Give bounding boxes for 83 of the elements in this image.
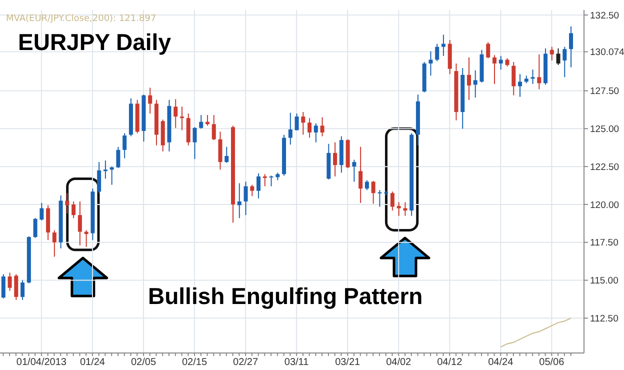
x-tick-label: 02/27 (233, 357, 258, 368)
y-tick-label: 127.50 (590, 86, 620, 98)
y-tick-label: 130.074 (590, 47, 624, 58)
x-tick-label: 02/05 (130, 357, 156, 368)
candlestick (550, 46, 554, 61)
candlestick (378, 190, 382, 208)
x-tick-label: 03/21 (335, 357, 361, 368)
candlestick (72, 200, 76, 219)
text: MVA(EUR/JPY.Close,200): 121.897 (6, 14, 156, 24)
candlestick (435, 43, 440, 62)
x-tick-label: 03/11 (284, 357, 310, 368)
y-tick-label: 132.50 (590, 10, 620, 22)
candlestick (78, 200, 82, 246)
candlestick (364, 180, 369, 191)
candlestick (122, 132, 127, 159)
candlestick (1, 274, 6, 299)
candlestick (218, 131, 222, 170)
candlestick (148, 87, 152, 114)
y-tick-label: 125.00 (590, 124, 620, 136)
candlestick (116, 146, 120, 169)
y-tick-label: 117.50 (590, 238, 618, 249)
candlestick (390, 191, 394, 212)
candlestick (371, 180, 376, 204)
candlestick (288, 112, 292, 146)
y-tick-label: 112.50 (590, 314, 618, 325)
candlestick (569, 26, 574, 68)
candlestick (358, 146, 363, 204)
candlestick (97, 162, 102, 194)
candlestick (530, 69, 535, 84)
candlestick (244, 181, 248, 216)
x-tick-label: 02/15 (182, 357, 208, 368)
candlestick (308, 118, 312, 138)
candlestick (65, 192, 70, 214)
candlestick (212, 114, 216, 141)
text: EURJPY Daily (18, 29, 172, 55)
candlestick (486, 42, 490, 59)
candlestick (512, 61, 516, 96)
candlestick (537, 54, 542, 90)
x-tick-label: 04/24 (488, 357, 514, 368)
candlestick (498, 55, 503, 70)
candlestick (174, 98, 178, 128)
candlestick (518, 74, 522, 98)
x-tick-label: 01/24 (80, 357, 106, 368)
candlestick (314, 122, 318, 143)
candlestick (14, 274, 18, 300)
candlestick (301, 112, 306, 136)
candlestick (333, 142, 338, 177)
x-tick-label: 04/02 (386, 357, 412, 368)
candlestick (428, 50, 433, 76)
candlestick (256, 172, 261, 199)
candlestick (33, 218, 38, 238)
candlestick (556, 48, 560, 66)
candlestick (8, 272, 12, 292)
candlestick (103, 160, 108, 180)
y-tick-label: 122.50 (590, 162, 620, 173)
candlestick (441, 34, 446, 56)
candlestick (352, 159, 356, 182)
candlestick (269, 175, 274, 187)
y-tick-label: 115.00 (590, 276, 618, 287)
annotation: Bullish Engulfing Pattern (148, 283, 423, 309)
candlestick (294, 113, 299, 131)
candlestick (262, 174, 267, 187)
candlestick (52, 230, 56, 258)
candlestick (192, 126, 197, 160)
candlestick (466, 56, 471, 100)
candlestick (84, 230, 88, 248)
candlestick (199, 114, 204, 130)
candlestick (492, 54, 496, 84)
candlestick (224, 146, 229, 164)
candlestick (20, 280, 25, 300)
candlestick (180, 106, 184, 131)
x-tick-label: 01/04/2013 (16, 357, 67, 368)
candlestick (40, 202, 44, 221)
candlestick (250, 184, 254, 197)
x-tick-label: 05/06 (539, 357, 565, 368)
line-series (500, 318, 572, 348)
x-tick-label: 04/12 (437, 357, 463, 368)
y-tick-label: 120.00 (590, 200, 620, 211)
candlestick (237, 182, 242, 219)
candlestick (473, 70, 478, 98)
candlestick (562, 46, 567, 78)
candlestick (396, 202, 401, 216)
candlestick (320, 116, 324, 137)
